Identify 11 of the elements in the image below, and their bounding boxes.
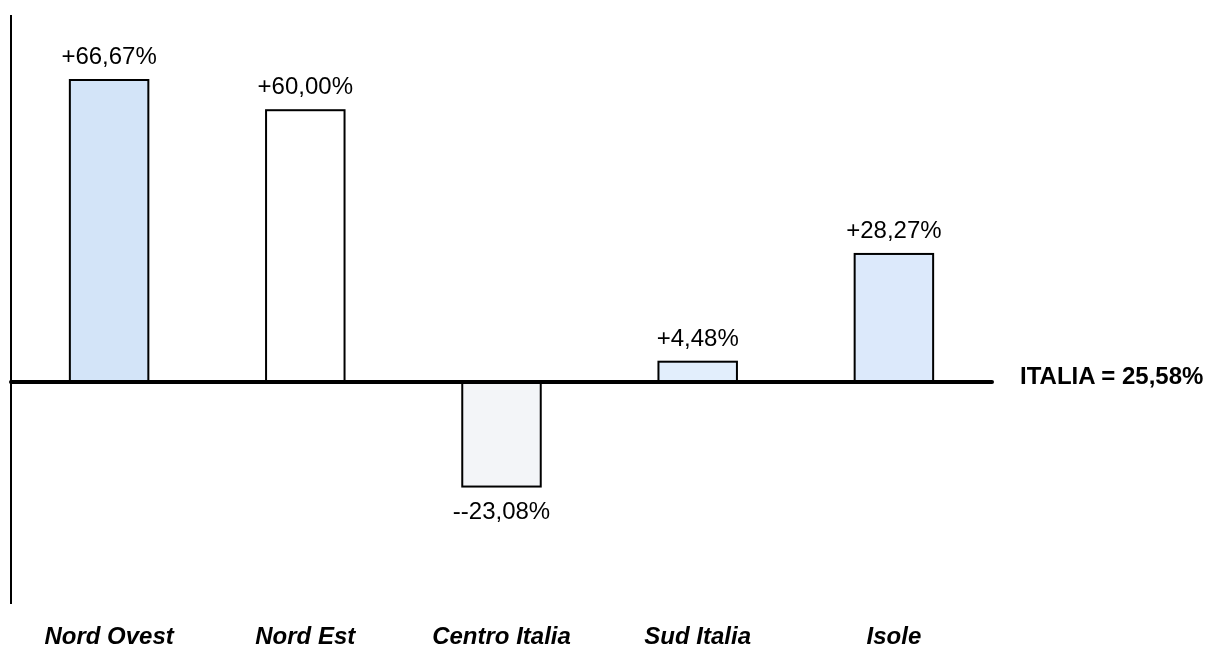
data-label: +28,27% — [846, 215, 942, 243]
x-tick-label: Isole — [866, 622, 922, 648]
x-tick-label: Sud Italia — [644, 622, 752, 648]
data-label: +4,48% — [656, 323, 739, 351]
x-tick-label: Nord Ovest — [44, 622, 175, 648]
x-tick-label: Nord Est — [255, 622, 357, 648]
data-label: --23,08% — [452, 496, 551, 524]
data-label: +60,00% — [257, 72, 354, 100]
text: ITALIA = 25,58% — [1020, 362, 1204, 389]
x-tick-label: Centro Italia — [432, 622, 571, 648]
data-label: +66,67% — [61, 42, 157, 69]
